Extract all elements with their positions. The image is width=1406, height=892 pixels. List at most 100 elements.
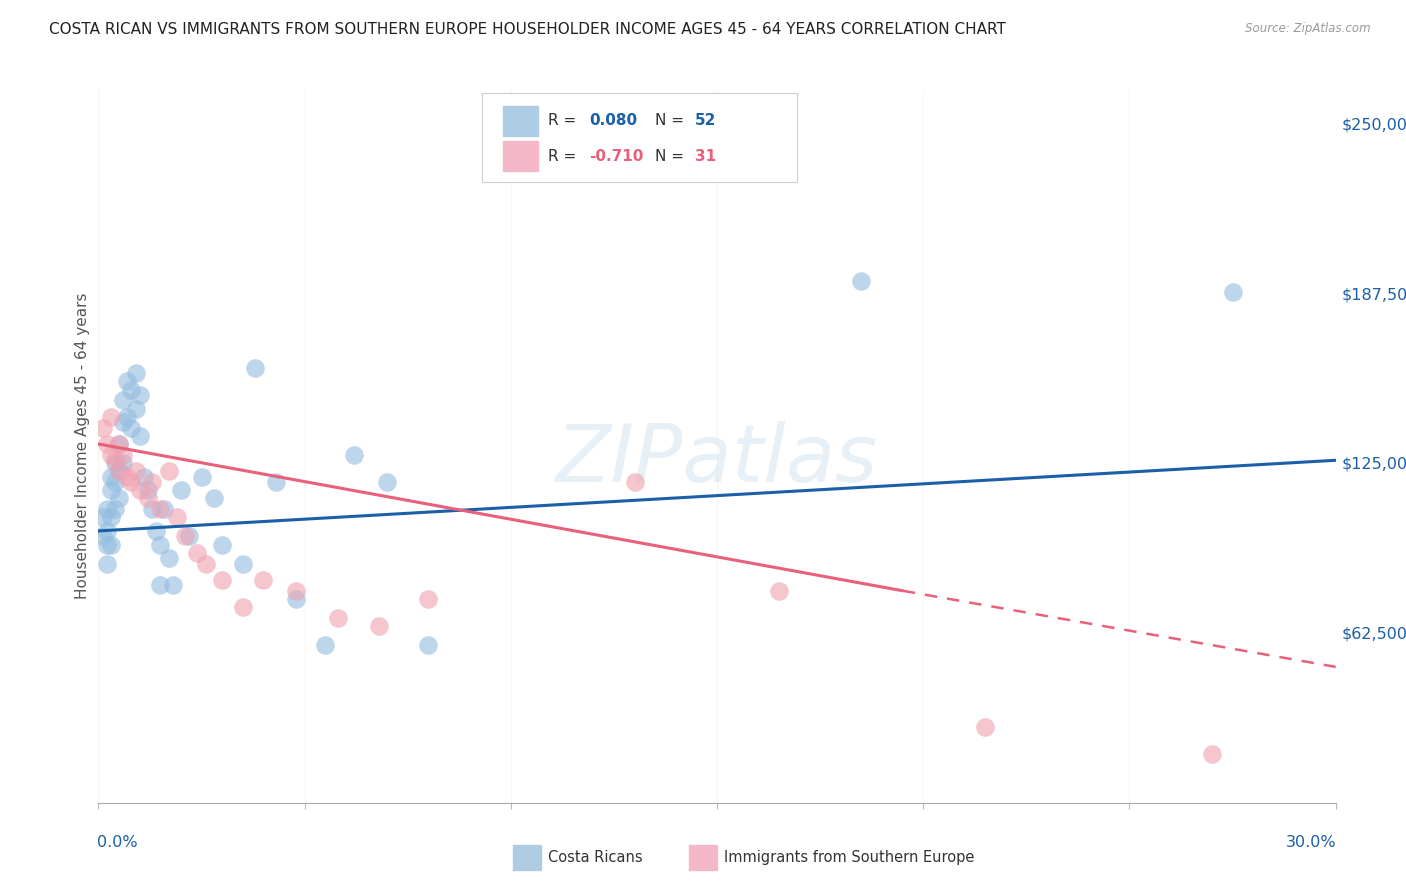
Text: 31: 31	[695, 149, 716, 164]
Point	[100, 510, 122, 524]
Point	[117, 375, 139, 389]
Point	[190, 469, 212, 483]
Point	[91, 420, 114, 434]
Point	[112, 415, 135, 429]
Y-axis label: Householder Income Ages 45 - 64 years: Householder Income Ages 45 - 64 years	[75, 293, 90, 599]
Point	[124, 366, 146, 380]
Point	[108, 437, 131, 451]
Point	[174, 529, 197, 543]
Point	[727, 165, 749, 179]
Point	[162, 578, 184, 592]
Point	[112, 456, 135, 470]
Point	[768, 583, 790, 598]
Text: N =: N =	[655, 113, 689, 128]
Point	[367, 619, 389, 633]
Point	[343, 448, 366, 462]
Point	[120, 475, 142, 489]
Point	[1201, 747, 1223, 761]
Point	[149, 502, 172, 516]
Text: ZIPatlas: ZIPatlas	[555, 421, 879, 500]
Point	[100, 483, 122, 498]
Point	[91, 529, 114, 543]
Point	[108, 464, 131, 478]
Point	[96, 557, 118, 571]
Point	[179, 529, 201, 543]
Text: COSTA RICAN VS IMMIGRANTS FROM SOUTHERN EUROPE HOUSEHOLDER INCOME AGES 45 - 64 Y: COSTA RICAN VS IMMIGRANTS FROM SOUTHERN …	[49, 22, 1007, 37]
Point	[149, 578, 172, 592]
Point	[285, 591, 308, 606]
Point	[136, 483, 159, 498]
Point	[100, 537, 122, 551]
Point	[243, 360, 266, 375]
Point	[170, 483, 193, 498]
Point	[202, 491, 225, 506]
Point	[104, 456, 127, 470]
Text: 52: 52	[695, 113, 716, 128]
Point	[186, 546, 208, 560]
FancyBboxPatch shape	[482, 93, 797, 182]
Point	[285, 583, 308, 598]
Point	[100, 409, 122, 424]
Point	[124, 401, 146, 416]
Text: 0.080: 0.080	[589, 113, 638, 128]
Point	[326, 611, 349, 625]
Point	[124, 464, 146, 478]
Bar	[503, 141, 537, 171]
Point	[974, 720, 997, 734]
Point	[1222, 285, 1244, 299]
Point	[100, 448, 122, 462]
Bar	[503, 105, 537, 136]
Point	[108, 437, 131, 451]
Point	[128, 429, 150, 443]
Point	[128, 483, 150, 498]
Point	[314, 638, 336, 652]
Text: Source: ZipAtlas.com: Source: ZipAtlas.com	[1246, 22, 1371, 36]
Point	[96, 502, 118, 516]
Text: R =: R =	[547, 149, 581, 164]
Text: Immigrants from Southern Europe: Immigrants from Southern Europe	[724, 850, 974, 864]
Point	[96, 537, 118, 551]
Point	[108, 464, 131, 478]
Text: 30.0%: 30.0%	[1286, 835, 1337, 850]
Point	[100, 469, 122, 483]
Point	[136, 491, 159, 506]
Point	[232, 600, 254, 615]
Point	[117, 469, 139, 483]
Point	[117, 409, 139, 424]
Point	[157, 551, 180, 566]
Text: R =: R =	[547, 113, 581, 128]
Point	[141, 502, 163, 516]
Point	[264, 475, 287, 489]
Point	[157, 464, 180, 478]
Point	[108, 491, 131, 506]
Text: Costa Ricans: Costa Ricans	[548, 850, 643, 864]
Point	[418, 591, 440, 606]
Point	[252, 573, 274, 587]
Point	[375, 475, 398, 489]
Point	[120, 383, 142, 397]
Point	[166, 510, 188, 524]
Text: 0.0%: 0.0%	[97, 835, 138, 850]
Point	[128, 388, 150, 402]
Point	[623, 475, 645, 489]
Point	[104, 453, 127, 467]
Point	[91, 510, 114, 524]
Point	[112, 393, 135, 408]
Point	[132, 469, 155, 483]
Point	[104, 475, 127, 489]
Text: N =: N =	[655, 149, 689, 164]
Point	[96, 437, 118, 451]
Point	[145, 524, 167, 538]
Point	[96, 524, 118, 538]
Point	[149, 537, 172, 551]
Point	[211, 537, 233, 551]
Point	[211, 573, 233, 587]
Point	[120, 420, 142, 434]
Point	[104, 502, 127, 516]
Point	[232, 557, 254, 571]
Point	[851, 274, 873, 288]
Text: -0.710: -0.710	[589, 149, 644, 164]
Point	[141, 475, 163, 489]
Point	[112, 448, 135, 462]
Point	[194, 557, 217, 571]
